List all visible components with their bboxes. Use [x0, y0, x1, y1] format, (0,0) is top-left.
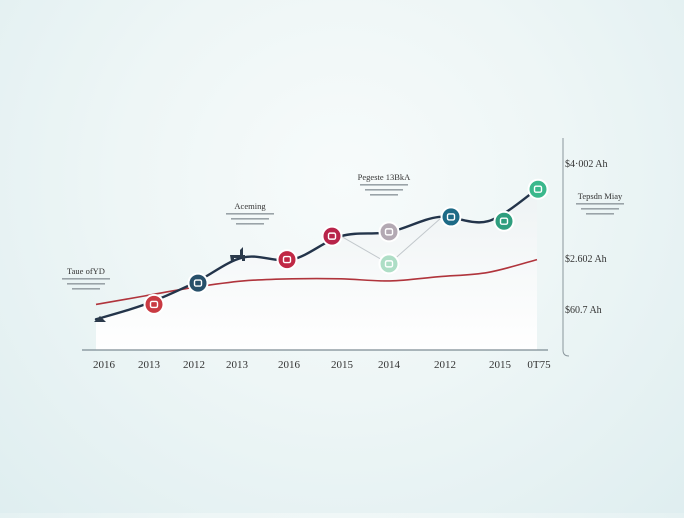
marker-circle — [378, 221, 400, 243]
box-icon — [282, 255, 292, 264]
area-fill — [96, 189, 537, 350]
annotation-caption-mark — [365, 189, 403, 191]
x-tick-label: 2016 — [278, 359, 301, 371]
x-tick-label: 2012 — [183, 359, 205, 371]
wave-icon — [499, 217, 509, 225]
annotation-caption-mark — [226, 213, 274, 215]
data-point-marker — [527, 178, 549, 200]
annotation-caption-mark — [62, 278, 110, 280]
marker-circle — [378, 253, 400, 275]
x-tick-label: 2015 — [331, 359, 354, 371]
leaf-icon — [193, 279, 203, 287]
marker-circle — [187, 272, 209, 294]
right-axis-label: $4·002 Ah — [565, 159, 608, 170]
data-point-marker — [143, 293, 165, 315]
data-point-marker — [493, 210, 515, 232]
right-axis-label: $2.602 Ah — [565, 254, 607, 265]
x-tick-label: 2013 — [138, 359, 161, 371]
chart-icon — [533, 185, 543, 193]
annotation-caption-mark — [360, 184, 408, 186]
arrows-icon — [446, 213, 456, 221]
x-tick-label: 2013 — [226, 359, 249, 371]
x-tick-label: 2012 — [434, 359, 456, 371]
annotation-caption-mark — [236, 223, 264, 225]
marker-circle — [143, 293, 165, 315]
annotation-title: Pegeste 13BkA — [358, 172, 412, 182]
data-point-marker — [321, 225, 343, 247]
annotation-title: Taue ofYD — [67, 266, 105, 276]
x-tick-label: 0T75 — [527, 359, 551, 371]
annotation-title: Aceming — [234, 201, 266, 211]
data-point-marker — [276, 249, 298, 271]
animal-icon — [230, 247, 245, 261]
annotation: Taue ofYD — [62, 266, 110, 290]
annotation-caption-mark — [231, 218, 269, 220]
marker-circle — [440, 206, 462, 228]
right-axis-cap — [562, 349, 570, 357]
annotation-caption-mark — [581, 208, 619, 210]
annotation-caption-mark — [67, 283, 105, 285]
x-tick-label: 2014 — [378, 359, 401, 371]
marker-circle — [276, 249, 298, 271]
marker-circle — [493, 210, 515, 232]
marker-circle — [527, 178, 549, 200]
marker-circle — [321, 225, 343, 247]
x-tick-label: 2015 — [489, 359, 512, 371]
flag-icon — [327, 232, 337, 240]
dots-icon — [384, 260, 394, 268]
annotation-caption-mark — [370, 194, 398, 196]
data-point-marker — [378, 221, 400, 243]
annotation: Tepsdn Miay — [576, 191, 624, 215]
right-axis-label: $60.7 Ah — [565, 305, 602, 316]
annotation-caption-mark — [72, 288, 100, 290]
data-point-marker — [187, 272, 209, 294]
dots-icon — [384, 228, 394, 236]
annotation: Aceming — [226, 201, 274, 225]
annotation-caption-mark — [576, 203, 624, 205]
gift-icon — [149, 300, 159, 309]
annotation-caption-mark — [586, 213, 614, 215]
x-tick-label: 2016 — [93, 359, 116, 371]
start-icon — [94, 316, 106, 322]
data-point-marker — [378, 253, 400, 275]
annotation: Pegeste 13BkA — [358, 172, 412, 196]
data-point-marker — [440, 206, 462, 228]
series-line-2 — [95, 258, 538, 306]
series-line-1 — [94, 188, 539, 321]
annotation-title: Tepsdn Miay — [578, 191, 623, 201]
